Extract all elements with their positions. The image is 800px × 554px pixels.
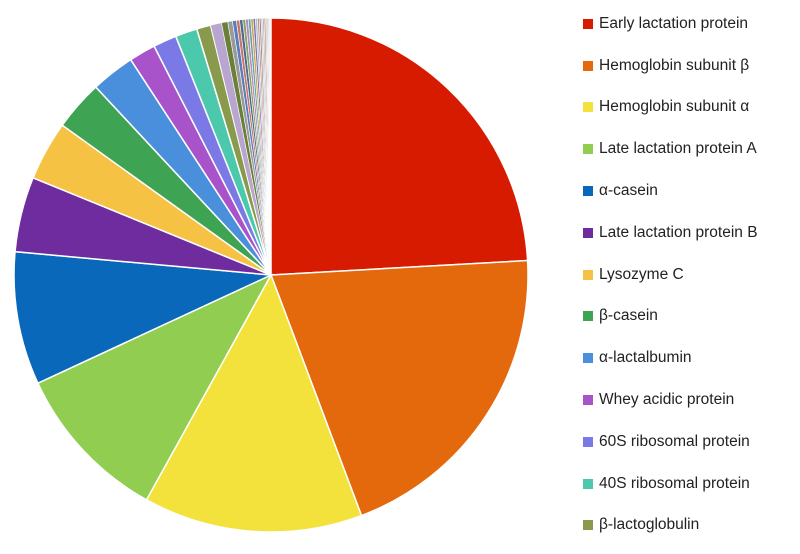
pie-slice — [270, 17, 529, 276]
legend-label: Whey acidic protein — [599, 391, 735, 409]
legend-swatch — [583, 395, 593, 406]
pie-slice — [145, 273, 363, 533]
legend-swatch — [583, 186, 593, 197]
legend-label: Early lactation protein — [599, 14, 749, 32]
legend-label: Hemoglobin subunit β — [599, 56, 750, 74]
pie-slice — [269, 17, 272, 276]
legend-label: α-lactalbumin — [599, 349, 692, 367]
legend-item: α-lactalbumin — [583, 337, 758, 379]
legend-label: Late lactation protein A — [599, 140, 757, 158]
legend-swatch — [583, 436, 593, 447]
pie-slice — [36, 273, 273, 501]
legend-label: Lysozyme C — [599, 265, 684, 283]
legend-item: β-casein — [583, 296, 758, 338]
legend-swatch — [583, 353, 593, 364]
legend-swatch — [583, 144, 593, 155]
legend-item: α-casein — [583, 170, 758, 212]
legend-item: Lysozyme C — [583, 254, 758, 296]
legend-swatch — [583, 60, 593, 71]
legend-label: 40S ribosomal protein — [599, 474, 750, 492]
legend-item: Late lactation protein B — [583, 212, 758, 254]
legend-swatch — [583, 311, 593, 322]
chart-legend: Early lactation protein Hemoglobin subuni… — [583, 3, 758, 546]
legend-label: Hemoglobin subunit α — [599, 98, 750, 116]
legend-item: Hemoglobin subunit α — [583, 87, 758, 129]
legend-label: β-casein — [599, 307, 658, 325]
legend-swatch — [583, 478, 593, 489]
legend-label: 60S ribosomal protein — [599, 432, 750, 450]
legend-item: 40S ribosomal protein — [583, 463, 758, 505]
legend-item: β-lactoglobulin — [583, 505, 758, 547]
legend-item: Whey acidic protein — [583, 379, 758, 421]
pie-chart — [13, 17, 529, 533]
legend-item: 60S ribosomal protein — [583, 421, 758, 463]
legend-swatch — [583, 102, 593, 113]
legend-item: Hemoglobin subunit β — [583, 45, 758, 87]
legend-swatch — [583, 227, 593, 238]
legend-label: α-casein — [599, 182, 658, 200]
legend-item: Early lactation protein — [583, 3, 758, 45]
legend-swatch — [583, 18, 593, 29]
legend-label: Late lactation protein B — [599, 223, 758, 241]
legend-swatch — [583, 269, 593, 280]
pie-slice — [13, 250, 274, 385]
legend-item: Late lactation protein A — [583, 128, 758, 170]
legend-swatch — [583, 520, 593, 531]
legend-label: β-lactoglobulin — [599, 516, 700, 534]
pie-slice — [269, 259, 529, 517]
